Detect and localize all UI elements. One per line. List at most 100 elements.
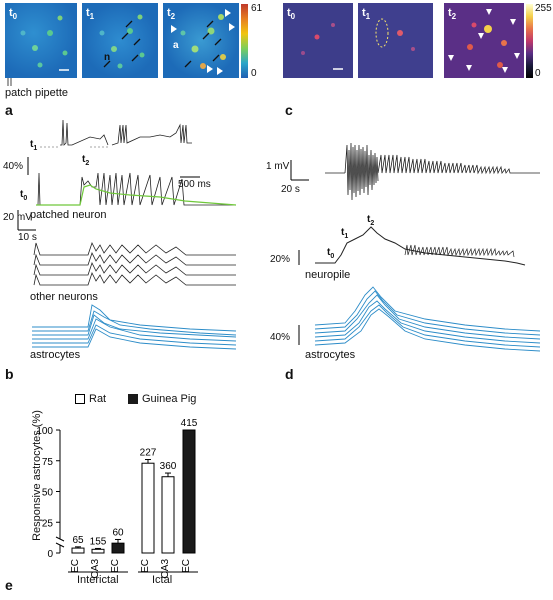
panel-a-frame-1: t1 n <box>82 3 158 78</box>
b-other-neurons-label: other neurons <box>30 291 98 303</box>
bar-n-label-2: 60 <box>112 527 124 538</box>
panel-c-frame-1: t1 <box>358 3 433 78</box>
frame-2-cells <box>171 9 235 75</box>
b-scale-s: 10 s <box>18 232 37 243</box>
y-tick-label: 100 <box>36 426 53 437</box>
panel-letter-a: a <box>5 102 13 118</box>
legend-rat: Rat <box>89 393 107 405</box>
legend-guinea-pig: Guinea Pig <box>142 393 197 405</box>
y-tick-label: 0 <box>47 549 53 560</box>
bar-labels: 0 25 50 75 100 65 EC 155 CA3 60 EC 227 EC 360 CA3 415 EC <box>36 418 197 578</box>
arrow-markers <box>184 20 222 68</box>
bar-3 <box>141 462 155 554</box>
astrocyte-marker-label: a <box>173 40 179 51</box>
bar-n-label-5: 415 <box>181 418 198 429</box>
frame-1-cells <box>375 18 415 51</box>
panel-c-colorbar <box>526 4 533 78</box>
bar-axes <box>55 429 198 573</box>
panel-b-svg <box>17 119 237 350</box>
y-tick-label: 25 <box>42 518 54 529</box>
astrocyte-traces <box>32 304 237 350</box>
bar-n-label-3: 227 <box>140 448 157 459</box>
d-t1: t1 <box>341 227 349 241</box>
bar-4 <box>161 476 175 554</box>
frame-label-t0: t0 <box>9 7 18 22</box>
panel-d-svg <box>290 142 541 352</box>
panel-c-frame-2: t2 <box>444 3 524 78</box>
bar-category-1: CA3 <box>90 559 101 579</box>
frame-label-t2: t2 <box>448 7 457 22</box>
colorbar-c-max: 255 <box>535 3 552 14</box>
bar-series <box>71 429 196 554</box>
frame-0-cells <box>20 15 69 71</box>
bar-n-label-1: 155 <box>90 536 107 547</box>
d-scale-pct2: 40% <box>270 332 291 343</box>
panel-a-frame-2: t2 a <box>163 3 239 78</box>
frame-label-t1: t1 <box>86 7 95 22</box>
frame-label-t1: t1 <box>362 7 371 22</box>
bar-category-2: EC <box>110 559 121 573</box>
frame-1-cells <box>99 14 145 69</box>
panel-letter-d: d <box>285 366 294 382</box>
frame-label-t2: t2 <box>167 7 176 22</box>
b-inset-t0: t0 <box>20 189 28 203</box>
d-astrocytes-label: astrocytes <box>305 349 356 361</box>
bar-n-label-0: 65 <box>72 535 84 546</box>
d-scale-pct1: 20% <box>270 254 291 265</box>
arrow-markers <box>103 20 141 68</box>
axis-break <box>55 536 65 542</box>
b-scale-ms: 500 ms <box>178 179 211 190</box>
bar-1 <box>91 548 105 554</box>
bar-category-0: EC <box>70 559 81 573</box>
inset-trace-2 <box>111 123 192 146</box>
pipette-pointer <box>7 78 12 86</box>
b-inset-t1: t1 <box>30 139 38 153</box>
colorbar-a-max: 61 <box>251 3 263 14</box>
bar-5 <box>182 429 196 554</box>
legend-swatch-rat <box>75 394 85 404</box>
d-t2: t2 <box>367 214 375 228</box>
d-scale-s: 20 s <box>281 184 300 195</box>
bar-0 <box>71 547 85 554</box>
arrowhead-markers <box>448 9 520 73</box>
patched-neuron-calcium <box>36 184 237 206</box>
neuron-marker-label: n <box>104 52 111 63</box>
lfp-trace <box>325 142 540 201</box>
frame-2-cells <box>448 9 520 73</box>
y-tick-label: 50 <box>42 488 54 499</box>
other-neurons-traces <box>33 241 236 286</box>
colorbar-c-min: 0 <box>535 68 541 79</box>
colorbar-a-min: 0 <box>251 68 257 79</box>
patched-neuron-trace <box>36 172 236 206</box>
bar-category-4: CA3 <box>160 559 171 579</box>
b-astrocytes-label: astrocytes <box>30 349 81 361</box>
panel-a-colorbar <box>241 4 248 78</box>
b-patched-neuron-label: patched neuron <box>30 209 107 221</box>
frame-label-t0: t0 <box>287 7 296 22</box>
bar-n-label-4: 360 <box>160 461 177 472</box>
group-interictal: Interictal <box>77 574 119 586</box>
d-t0: t0 <box>327 247 335 261</box>
astrocyte-traces <box>314 286 541 352</box>
inset-trace-1 <box>60 119 109 146</box>
bar-chart-svg: 0 25 50 75 100 65 EC 155 CA3 60 EC 227 EC 360 CA3 415 EC <box>36 418 198 578</box>
panel-c-frame-0: t0 <box>283 3 353 78</box>
b-inset-t2: t2 <box>82 154 90 168</box>
b-scale-mv: 20 mV <box>3 212 32 223</box>
panel-a-frame-0: t0 <box>5 3 77 78</box>
arrowhead-markers <box>171 9 235 75</box>
neuropile-roi <box>375 18 389 48</box>
axis-break <box>55 542 65 548</box>
bar-2 <box>111 542 125 554</box>
neuropile-trace <box>315 226 526 266</box>
b-scale-pct: 40% <box>3 161 24 172</box>
group-ictal: Ictal <box>152 574 173 586</box>
pipette-label: patch pipette <box>5 87 68 99</box>
panel-letter-e: e <box>5 577 13 593</box>
legend-swatch-guinea-pig <box>128 394 138 404</box>
bar-category-3: EC <box>140 559 151 573</box>
d-scale-mv: 1 mV <box>266 161 290 172</box>
bar-category-5: EC <box>181 559 192 573</box>
panel-letter-c: c <box>285 102 293 118</box>
panel-letter-b: b <box>5 366 14 382</box>
